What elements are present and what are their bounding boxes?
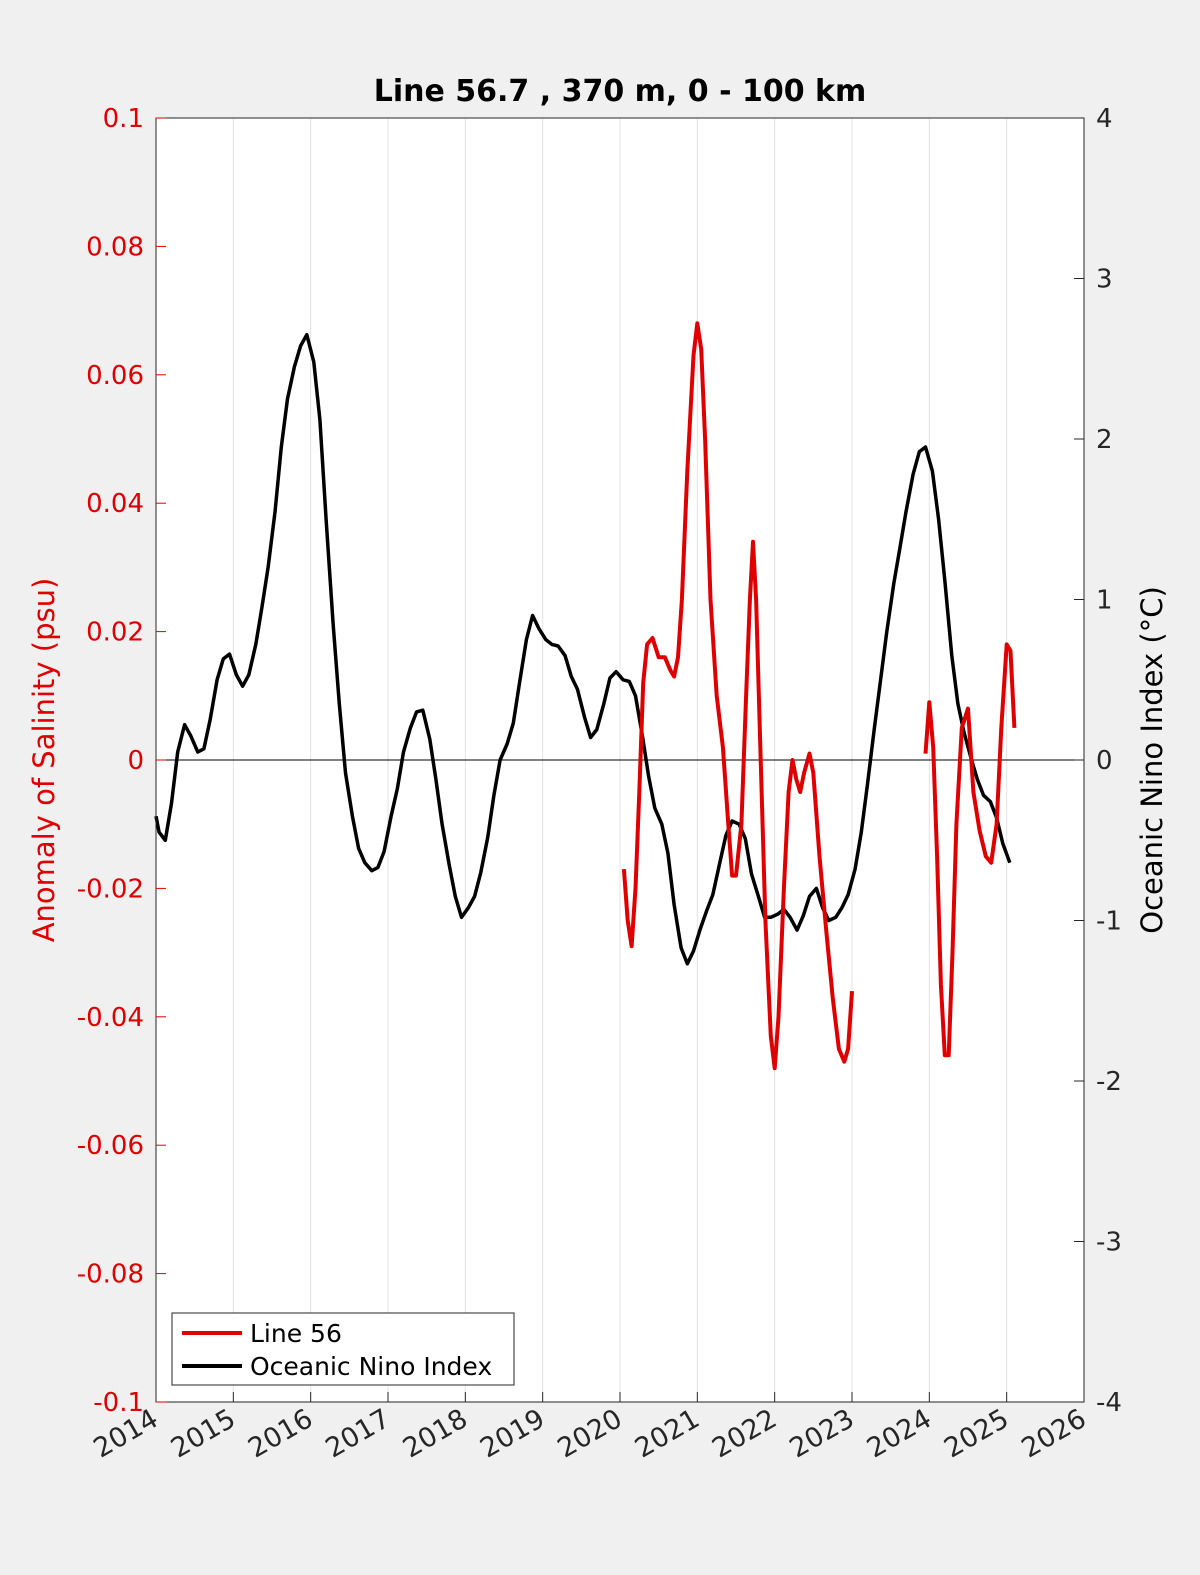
y-right-tick-label: -2 (1096, 1067, 1122, 1097)
y-left-tick-label: 0.02 (86, 618, 144, 648)
y-axis-left-label: Anomaly of Salinity (psu) (27, 578, 61, 943)
series-line-oceanic-nino-index (154, 332, 1012, 966)
y-right-tick-label: -4 (1096, 1388, 1122, 1418)
y-left-tick-label: 0 (127, 746, 144, 776)
y-left-tick-label: -0.1 (93, 1388, 144, 1418)
y-right-tick-label: 3 (1096, 265, 1113, 295)
y-left-tick-label: 0.1 (103, 104, 144, 134)
y-right-tick-label: 4 (1096, 104, 1113, 134)
y-left-tick-label: -0.02 (77, 874, 144, 904)
y-right-tick-label: -1 (1096, 907, 1122, 937)
y-left-tick-label: 0.04 (86, 489, 144, 519)
y-left-tick-label: 0.06 (86, 361, 144, 391)
y-left-tick-label: -0.06 (77, 1131, 144, 1161)
y-left-tick-label: -0.04 (77, 1003, 144, 1033)
y-axis-left: 0.1 0.08 0.06 0.04 0.02 0 -0.02 -0.04 -0.06 -0.08… (77, 104, 166, 1418)
legend: Line 56 Oceanic Nino Index (171, 1312, 515, 1386)
series-line-line-56 (923, 642, 1017, 1058)
y-left-tick-label: 0.08 (86, 232, 144, 262)
y-right-tick-label: 2 (1096, 425, 1113, 455)
series-layer (154, 321, 1017, 1071)
y-right-tick-label: -3 (1096, 1228, 1122, 1258)
legend-box (171, 1312, 515, 1386)
legend-oni-label: Oceanic Nino Index (250, 1352, 492, 1381)
y-left-tick-label: -0.08 (77, 1260, 144, 1290)
y-right-tick-label: 0 (1096, 746, 1113, 776)
series-line-line-56 (621, 321, 854, 1071)
y-right-tick-label: 1 (1096, 586, 1113, 616)
chart-title: Line 56.7 , 370 m, 0 - 100 km (374, 74, 867, 109)
y-axis-right-label: Oceanic Nino Index (°C) (1135, 586, 1169, 934)
y-axis-right: 4 3 2 1 0 -1 -2 -3 -4 (1074, 104, 1122, 1418)
legend-line-56-label: Line 56 (250, 1319, 342, 1348)
